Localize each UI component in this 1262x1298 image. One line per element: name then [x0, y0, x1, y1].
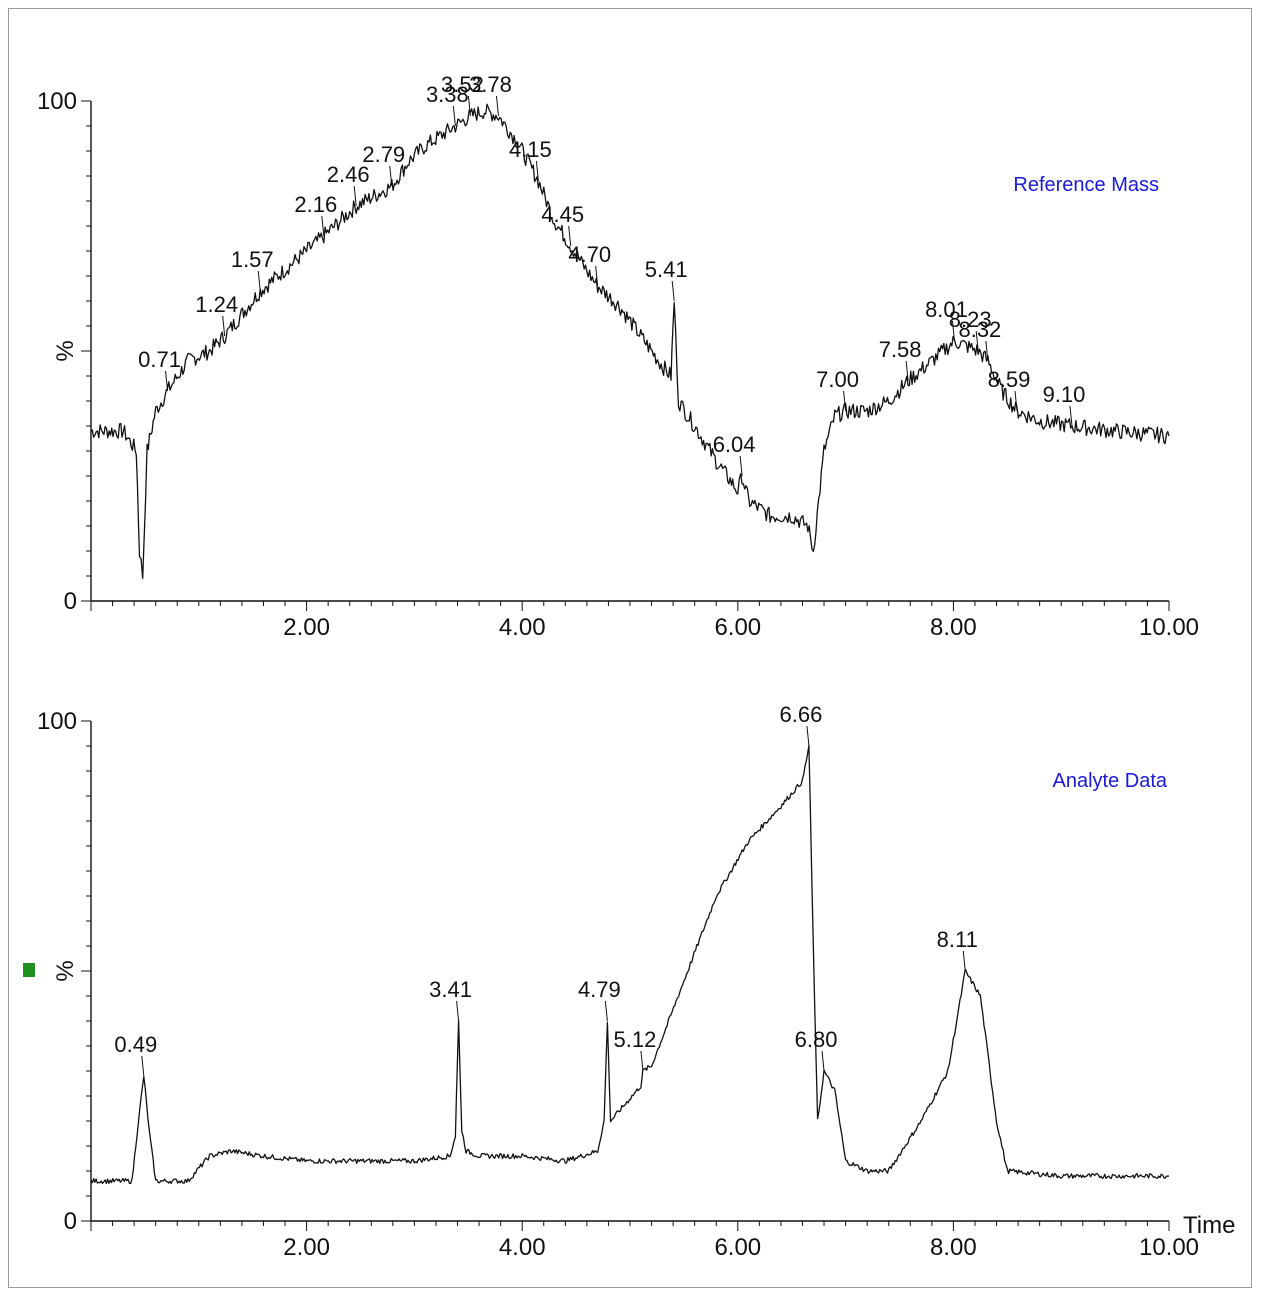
peak-label-0-4: 2.46: [327, 162, 370, 187]
peak-label-1-6: 8.11: [937, 927, 978, 952]
trace-title-0: Reference Mass: [1013, 174, 1159, 196]
peak-leader-0-11: [595, 265, 599, 287]
peak-leader-0-20: [1069, 405, 1073, 427]
y-tick-label-0-2: 100: [37, 88, 77, 115]
x-tick-label-1-2: 6.00: [714, 1234, 761, 1261]
peak-leader-0-3: [321, 215, 325, 237]
series-line-0: [90, 103, 1170, 580]
peak-label-0-17: 8.23: [949, 307, 992, 332]
peak-leader-0-16: [951, 320, 955, 342]
peak-label-0-1: 1.24: [195, 292, 238, 317]
y-tick-label-1-0: 0: [64, 1208, 77, 1235]
peak-leader-0-6: [452, 105, 456, 127]
peak-leader-0-12: [671, 280, 675, 302]
peak-leader-0-19: [1014, 390, 1018, 412]
peak-leader-0-10: [568, 225, 572, 247]
peak-label-1-5: 6.80: [795, 1027, 838, 1052]
x-axis-label: Time: [1183, 1212, 1235, 1239]
peak-label-1-1: 3.41: [429, 977, 472, 1002]
peak-label-0-14: 7.00: [816, 367, 859, 392]
peak-leader-0-7: [467, 95, 471, 117]
peak-leader-1-0: [141, 1055, 145, 1077]
peak-label-0-18: 8.32: [958, 317, 1001, 342]
peak-leader-0-18: [985, 340, 989, 362]
y-tick-label-1-2: 100: [37, 708, 77, 735]
peak-label-0-0: 0.71: [138, 347, 181, 372]
peak-leader-0-1: [222, 315, 226, 337]
x-tick-label-1-1: 4.00: [499, 1234, 546, 1261]
peak-leader-0-17: [975, 330, 979, 352]
x-tick-label-1-0: 2.00: [283, 1234, 330, 1261]
peak-leader-1-5: [821, 1050, 825, 1072]
peak-leader-0-14: [843, 390, 847, 412]
y-tick-label-0-1: %: [52, 340, 79, 361]
peak-leader-0-5: [389, 165, 393, 187]
peak-label-0-6: 3.38: [426, 82, 469, 107]
trace-marker-icon: [23, 963, 35, 977]
x-tick-label-0-4: 10.00: [1139, 614, 1199, 641]
series-line-1: [90, 744, 1170, 1185]
peak-label-1-4: 6.66: [780, 702, 823, 727]
peak-label-0-20: 9.10: [1043, 382, 1086, 407]
peak-label-0-16: 8.01: [925, 297, 968, 322]
peak-label-0-19: 8.59: [988, 367, 1031, 392]
peak-label-0-8: 3.78: [469, 72, 512, 97]
peak-label-1-0: 0.49: [114, 1032, 157, 1057]
y-tick-label-1-1: %: [52, 960, 79, 981]
x-tick-label-0-2: 6.00: [714, 614, 761, 641]
x-tick-label-0-1: 4.00: [499, 614, 546, 641]
peak-label-0-12: 5.41: [645, 257, 688, 282]
peak-label-0-2: 1.57: [231, 247, 274, 272]
peak-leader-1-3: [640, 1050, 644, 1072]
chromatogram-svg: 2.00 4.00 6.00 8.00 10.00 0% 100 Reference Mass…: [23, 72, 1235, 1261]
peak-leader-1-2: [604, 1000, 608, 1022]
peak-leader-0-2: [257, 270, 261, 292]
chromatogram-frame: 2.00 4.00 6.00 8.00 10.00 0% 100 Reference Mass…: [8, 8, 1252, 1288]
x-tick-label-0-0: 2.00: [283, 614, 330, 641]
peak-label-0-10: 4.45: [541, 202, 584, 227]
peak-label-0-7: 3.52: [441, 72, 484, 97]
peak-leader-0-8: [495, 95, 499, 117]
peak-label-0-3: 2.16: [294, 192, 337, 217]
peak-leader-0-13: [739, 455, 743, 477]
peak-leader-1-1: [456, 1000, 460, 1022]
peak-label-0-5: 2.79: [362, 142, 405, 167]
y-tick-label-0-0: 0: [64, 588, 77, 615]
x-tick-label-1-4: 10.00: [1139, 1234, 1199, 1261]
peak-leader-0-15: [905, 360, 909, 382]
peak-leader-0-9: [535, 160, 539, 182]
peak-leader-1-6: [962, 950, 966, 972]
peak-leader-0-0: [165, 370, 169, 392]
peak-label-0-15: 7.58: [879, 337, 922, 362]
peak-leader-1-4: [806, 725, 810, 747]
peak-leader-0-4: [353, 185, 357, 207]
peak-label-1-3: 5.12: [614, 1027, 657, 1052]
peak-label-0-13: 6.04: [713, 432, 756, 457]
peak-label-0-9: 4.15: [509, 137, 552, 162]
peak-label-0-11: 4.70: [568, 242, 611, 267]
x-tick-label-1-3: 8.00: [930, 1234, 977, 1261]
x-tick-label-0-3: 8.00: [930, 614, 977, 641]
peak-label-1-2: 4.79: [578, 977, 621, 1002]
trace-title-1: Analyte Data: [1052, 770, 1167, 792]
